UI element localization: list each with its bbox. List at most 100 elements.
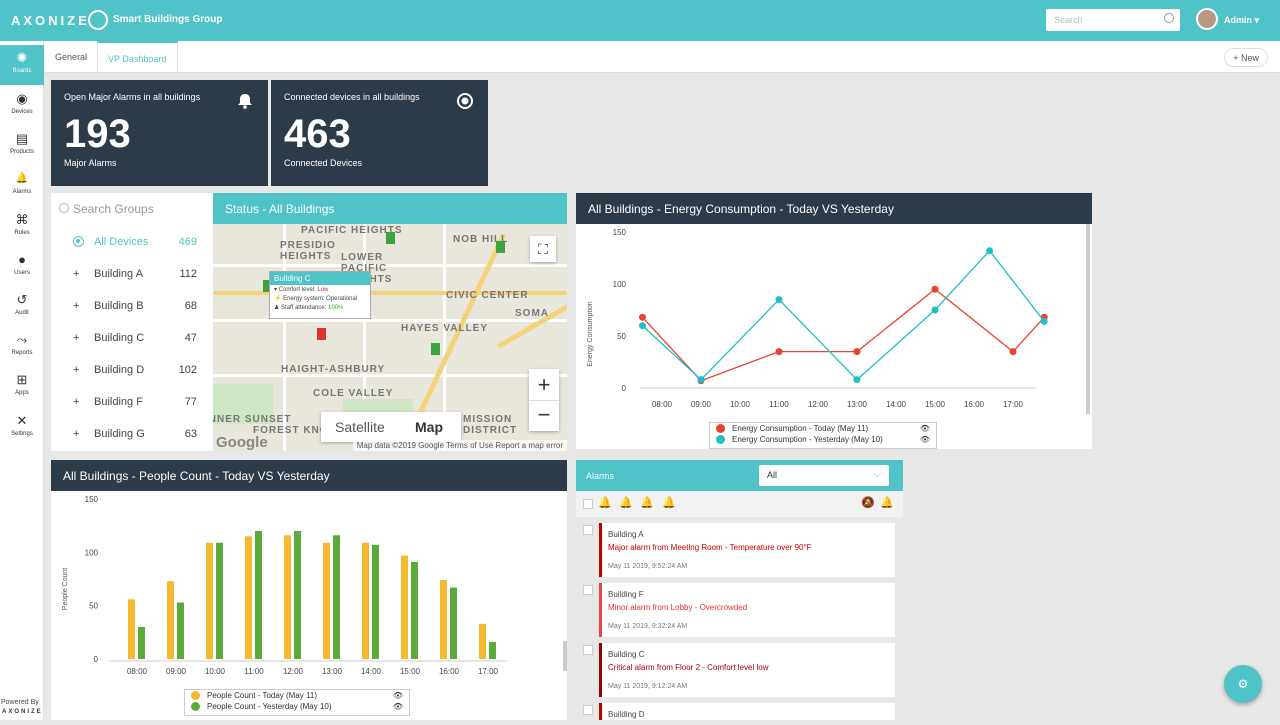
sidebar-item-apps[interactable]: ⊞ Apps	[0, 367, 44, 407]
stat-title: Open Major Alarms in all buildings	[64, 92, 201, 102]
alarm-checkbox[interactable]	[583, 645, 593, 655]
alarm-card[interactable]: Building C Critical alarm from Floor 2 - …	[599, 643, 895, 697]
group-item[interactable]: + Building D 102	[51, 354, 213, 386]
search-input[interactable]: Search	[1046, 9, 1180, 31]
tooltip-energy: ⚡ Energy system: Operational	[274, 296, 358, 302]
building-marker-green[interactable]	[386, 232, 395, 244]
user-menu[interactable]: Admin ▾	[1224, 15, 1260, 25]
group-count: 63	[184, 428, 197, 440]
sidebar-item-devices[interactable]: ◉ Devices	[0, 86, 44, 126]
group-item-all-devices[interactable]: All Devices 469	[51, 226, 213, 258]
avatar[interactable]	[1196, 8, 1218, 30]
major-bell-icon[interactable]: 🔔	[619, 497, 633, 509]
group-item[interactable]: + Building A 112	[51, 258, 213, 290]
y-tick-label: 0	[94, 655, 99, 664]
search-icon[interactable]	[1164, 13, 1174, 23]
minor-bell-icon[interactable]: 🔔	[640, 497, 654, 509]
tab-general[interactable]: General	[55, 52, 88, 62]
group-item[interactable]: + Building C 47	[51, 322, 213, 354]
alarm-card[interactable]: Building F Minor alarm from Lobby - Overc…	[599, 583, 895, 637]
building-marker-green[interactable]	[496, 241, 505, 253]
alarm-filter-bar: 🔔 🔔 🔔 🔔 🔕 🔔	[576, 491, 903, 517]
alarm-checkbox[interactable]	[583, 525, 593, 535]
y-tick-label: 50	[617, 332, 626, 341]
yesterday-bar	[333, 535, 340, 659]
critical-bell-icon[interactable]: 🔔	[598, 497, 612, 509]
today-bar	[206, 542, 213, 659]
satellite-button[interactable]: Satellite	[335, 419, 385, 435]
expand-icon[interactable]: +	[73, 332, 80, 344]
group-count: 68	[184, 300, 197, 312]
expand-icon[interactable]: +	[73, 364, 80, 376]
sidebar-item-products[interactable]: ▤ Products	[0, 126, 44, 166]
x-tick-label: 12:00	[808, 400, 829, 409]
map-label: FOREST KNOLLS	[253, 425, 351, 436]
expand-icon[interactable]: +	[73, 268, 80, 280]
sidebar-item-reports[interactable]: ⤳ Reports	[0, 327, 44, 367]
eye-icon[interactable]: 👁	[919, 424, 930, 433]
warning-bell-icon[interactable]: 🔔	[662, 497, 676, 509]
legend-item[interactable]: Energy Consumption - Today (May 11) 👁	[710, 423, 936, 434]
expand-icon[interactable]: +	[73, 300, 80, 312]
sidebar-item-settings[interactable]: ✕ Settings	[0, 408, 44, 448]
legend-item[interactable]: People Count - Yesterday (May 10) 👁	[185, 701, 409, 712]
alarm-building: Building D	[608, 710, 645, 719]
alarm-checkbox[interactable]	[583, 705, 593, 715]
active-bell-icon[interactable]: 🔔	[880, 497, 894, 509]
y-axis-label: People Count	[62, 568, 69, 610]
map-label: HAIGHT-ASHBURY	[281, 364, 386, 375]
brand-logo[interactable]: AXONIZE	[11, 13, 90, 28]
map-attribution[interactable]: Map data ©2019 Google Terms of Use Repor…	[352, 440, 567, 451]
legend-item[interactable]: People Count - Today (May 11) 👁	[185, 690, 409, 701]
sidebar-item-rules[interactable]: ⌘ Rules	[0, 207, 44, 247]
alarms-title: Alarms	[586, 471, 615, 481]
stat-card-alarms[interactable]: Open Major Alarms in all buildings 193 M…	[51, 80, 268, 186]
tab-vp-dashboard[interactable]: VP Dashboard	[97, 41, 178, 73]
groups-search-input[interactable]: Search Groups	[59, 202, 154, 216]
sidebar-item-users[interactable]: ● Users	[0, 247, 44, 287]
chevron-down-icon: ⌵	[874, 469, 881, 479]
select-all-checkbox[interactable]	[583, 499, 593, 509]
settings-fab-button[interactable]: ⚙	[1224, 665, 1262, 703]
alarm-filter-select[interactable]: All ⌵	[759, 465, 889, 486]
eye-icon[interactable]: 👁	[392, 691, 403, 700]
sidebar-item-audit[interactable]: ↺ Audit	[0, 287, 44, 327]
building-marker-green[interactable]	[431, 343, 440, 355]
legend-swatch	[716, 424, 725, 433]
eye-icon[interactable]: 👁	[392, 702, 403, 711]
google-logo: Google	[216, 434, 268, 451]
scrollbar[interactable]	[1086, 224, 1090, 414]
sidebar-item-alarms[interactable]: 🔔 Alarms	[0, 166, 44, 206]
building-icon	[88, 10, 108, 30]
stat-card-devices[interactable]: Connected devices in all buildings 463 C…	[271, 80, 488, 186]
org-name[interactable]: Smart Buildings Group	[113, 14, 223, 25]
building-marker-green[interactable]	[263, 280, 272, 292]
map-button[interactable]: Map	[415, 419, 443, 435]
group-item[interactable]: + Building B 68	[51, 290, 213, 322]
map-label: NOB HILL	[453, 234, 509, 245]
muted-bell-icon[interactable]: 🔕	[861, 497, 875, 509]
eye-icon[interactable]: 👁	[919, 435, 930, 444]
alarm-card[interactable]: Building D	[599, 703, 895, 720]
today-series-line	[642, 288, 1045, 382]
expand-icon[interactable]: +	[73, 396, 80, 408]
group-item[interactable]: + Building G 63	[51, 418, 213, 450]
expand-icon[interactable]: +	[73, 428, 80, 440]
new-board-button[interactable]: + New	[1224, 48, 1268, 67]
alarm-checkbox[interactable]	[583, 585, 593, 595]
sidebar-item-boards[interactable]: ✺ Boards	[0, 45, 44, 85]
zoom-out-button[interactable]: −	[529, 400, 559, 431]
legend-item[interactable]: Energy Consumption - Yesterday (May 10) 👁	[710, 434, 936, 445]
alarm-card[interactable]: Building A Major alarm from Meeting Room …	[599, 523, 895, 577]
scrollbar[interactable]	[563, 641, 567, 671]
zoom-in-button[interactable]: +	[537, 372, 551, 397]
sidebar-item-label: Alarms	[12, 189, 32, 195]
alarm-message: Major alarm from Meeting Room - Temperat…	[608, 543, 812, 552]
fullscreen-icon[interactable]: ⛶	[530, 236, 556, 262]
wrench-icon: ✕	[16, 413, 28, 428]
group-item[interactable]: + Building F 77	[51, 386, 213, 418]
building-marker-red[interactable]	[317, 328, 326, 340]
map-label: COLE VALLEY	[313, 388, 394, 399]
status-map[interactable]: PACIFIC HEIGHTS NOB HILL PRESIDIO HEIGHT…	[213, 224, 567, 451]
x-tick-label: 08:00	[652, 400, 673, 409]
